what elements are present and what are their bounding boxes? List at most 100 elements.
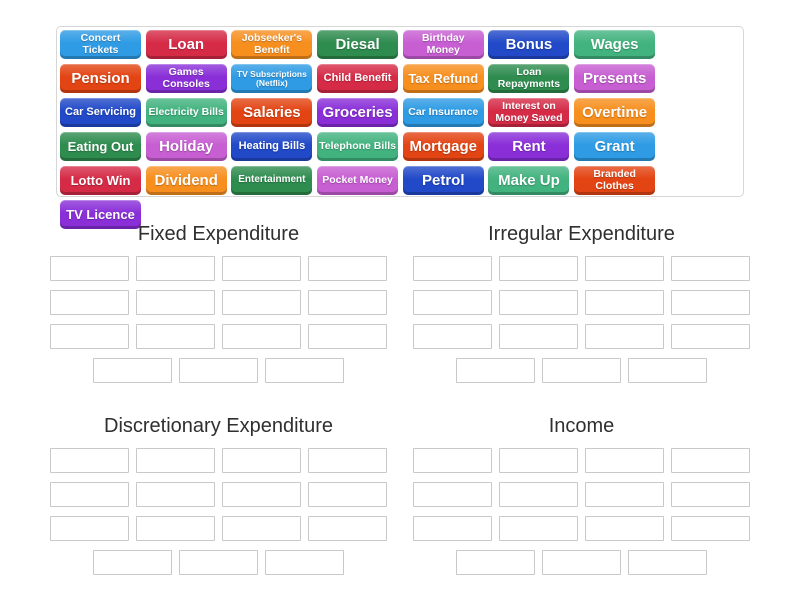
drop-slot[interactable] xyxy=(456,550,535,575)
drop-slot[interactable] xyxy=(456,358,535,383)
drop-slot[interactable] xyxy=(222,324,301,349)
drop-slot[interactable] xyxy=(50,482,129,507)
word-tile[interactable]: Presents xyxy=(574,64,656,93)
word-tile[interactable]: Branded Clothes xyxy=(574,166,656,195)
drop-slot[interactable] xyxy=(179,550,258,575)
word-tile[interactable]: Electricity Bills xyxy=(145,98,227,127)
drop-slot[interactable] xyxy=(499,516,578,541)
word-tile[interactable]: Petrol xyxy=(402,166,484,195)
drop-slot[interactable] xyxy=(50,448,129,473)
slot-row xyxy=(413,550,750,575)
drop-slot[interactable] xyxy=(50,256,129,281)
word-tile[interactable]: Pension xyxy=(60,64,141,93)
word-tile[interactable]: Loan xyxy=(145,30,227,59)
drop-slot[interactable] xyxy=(413,516,492,541)
drop-slot[interactable] xyxy=(499,482,578,507)
drop-slot[interactable] xyxy=(50,324,129,349)
drop-slot[interactable] xyxy=(671,448,750,473)
drop-slot[interactable] xyxy=(671,482,750,507)
drop-slot[interactable] xyxy=(671,324,750,349)
drop-slot[interactable] xyxy=(671,256,750,281)
drop-slot[interactable] xyxy=(308,516,387,541)
drop-slot[interactable] xyxy=(413,324,492,349)
drop-slot[interactable] xyxy=(499,448,578,473)
drop-slot[interactable] xyxy=(50,516,129,541)
drop-slot[interactable] xyxy=(585,324,664,349)
word-tile[interactable]: Holiday xyxy=(145,132,227,161)
word-tile[interactable]: Tax Refund xyxy=(402,64,484,93)
word-tile[interactable]: Interest on Money Saved xyxy=(488,98,570,127)
drop-slot[interactable] xyxy=(308,448,387,473)
word-tile[interactable]: Heating Bills xyxy=(231,132,313,161)
drop-slot[interactable] xyxy=(413,256,492,281)
drop-slot[interactable] xyxy=(222,516,301,541)
word-tile[interactable]: Make Up xyxy=(488,166,570,195)
word-tile[interactable]: Wages xyxy=(574,30,656,59)
drop-slot[interactable] xyxy=(542,550,621,575)
word-tile[interactable]: Games Consoles xyxy=(145,64,227,93)
word-tile[interactable]: Child Benefit xyxy=(317,64,399,93)
drop-slot[interactable] xyxy=(136,448,215,473)
drop-slot[interactable] xyxy=(136,482,215,507)
drop-slot[interactable] xyxy=(308,290,387,315)
drop-slot[interactable] xyxy=(50,290,129,315)
word-tile[interactable]: Entertainment xyxy=(231,166,313,195)
drop-slot[interactable] xyxy=(136,516,215,541)
word-tile[interactable]: Car Servicing xyxy=(60,98,141,127)
drop-slot[interactable] xyxy=(222,256,301,281)
drop-slot[interactable] xyxy=(136,290,215,315)
drop-slot[interactable] xyxy=(413,482,492,507)
word-tile[interactable]: TV Licence xyxy=(60,200,141,229)
word-tile[interactable]: Pocket Money xyxy=(317,166,399,195)
drop-slot[interactable] xyxy=(628,358,707,383)
drop-slot[interactable] xyxy=(222,482,301,507)
word-tile[interactable]: Concert Tickets xyxy=(60,30,141,59)
word-tile[interactable]: TV Subscriptions (Netflix) xyxy=(231,64,313,93)
drop-slot[interactable] xyxy=(585,448,664,473)
word-tile[interactable]: Eating Out xyxy=(60,132,141,161)
word-tile[interactable]: Grant xyxy=(574,132,656,161)
word-tile[interactable]: Dividend xyxy=(145,166,227,195)
drop-slot[interactable] xyxy=(308,482,387,507)
word-tile[interactable]: Lotto Win xyxy=(60,166,141,195)
word-tile[interactable]: Bonus xyxy=(488,30,570,59)
word-tile[interactable]: Birthday Money xyxy=(402,30,484,59)
drop-slot[interactable] xyxy=(499,290,578,315)
word-tile[interactable]: Overtime xyxy=(574,98,656,127)
drop-slot[interactable] xyxy=(308,256,387,281)
word-tile[interactable]: Loan Repayments xyxy=(488,64,570,93)
drop-slot[interactable] xyxy=(499,324,578,349)
drop-slot[interactable] xyxy=(136,256,215,281)
drop-slot[interactable] xyxy=(671,516,750,541)
drop-slot[interactable] xyxy=(585,256,664,281)
drop-slot[interactable] xyxy=(179,358,258,383)
drop-slot[interactable] xyxy=(671,290,750,315)
drop-slot[interactable] xyxy=(308,324,387,349)
word-tile[interactable]: Mortgage xyxy=(402,132,484,161)
drop-slot[interactable] xyxy=(585,290,664,315)
drop-slot[interactable] xyxy=(93,358,172,383)
word-tile[interactable]: Jobseeker's Benefit xyxy=(231,30,313,59)
word-tile[interactable]: Telephone Bills xyxy=(317,132,399,161)
drop-slot[interactable] xyxy=(628,550,707,575)
drop-slot[interactable] xyxy=(413,448,492,473)
slot-row xyxy=(413,256,750,281)
drop-slot[interactable] xyxy=(93,550,172,575)
word-tile[interactable]: Car Insurance xyxy=(402,98,484,127)
slot-row xyxy=(50,482,387,507)
drop-slot[interactable] xyxy=(585,516,664,541)
drop-slot[interactable] xyxy=(265,358,344,383)
word-tile[interactable]: Diesal xyxy=(317,30,399,59)
drop-slot[interactable] xyxy=(222,448,301,473)
drop-slot[interactable] xyxy=(136,324,215,349)
drop-slot[interactable] xyxy=(542,358,621,383)
drop-slot[interactable] xyxy=(413,290,492,315)
slot-row xyxy=(50,290,387,315)
word-tile[interactable]: Groceries xyxy=(317,98,399,127)
word-tile[interactable]: Rent xyxy=(488,132,570,161)
drop-slot[interactable] xyxy=(585,482,664,507)
word-tile[interactable]: Salaries xyxy=(231,98,313,127)
drop-slot[interactable] xyxy=(265,550,344,575)
drop-slot[interactable] xyxy=(499,256,578,281)
drop-slot[interactable] xyxy=(222,290,301,315)
